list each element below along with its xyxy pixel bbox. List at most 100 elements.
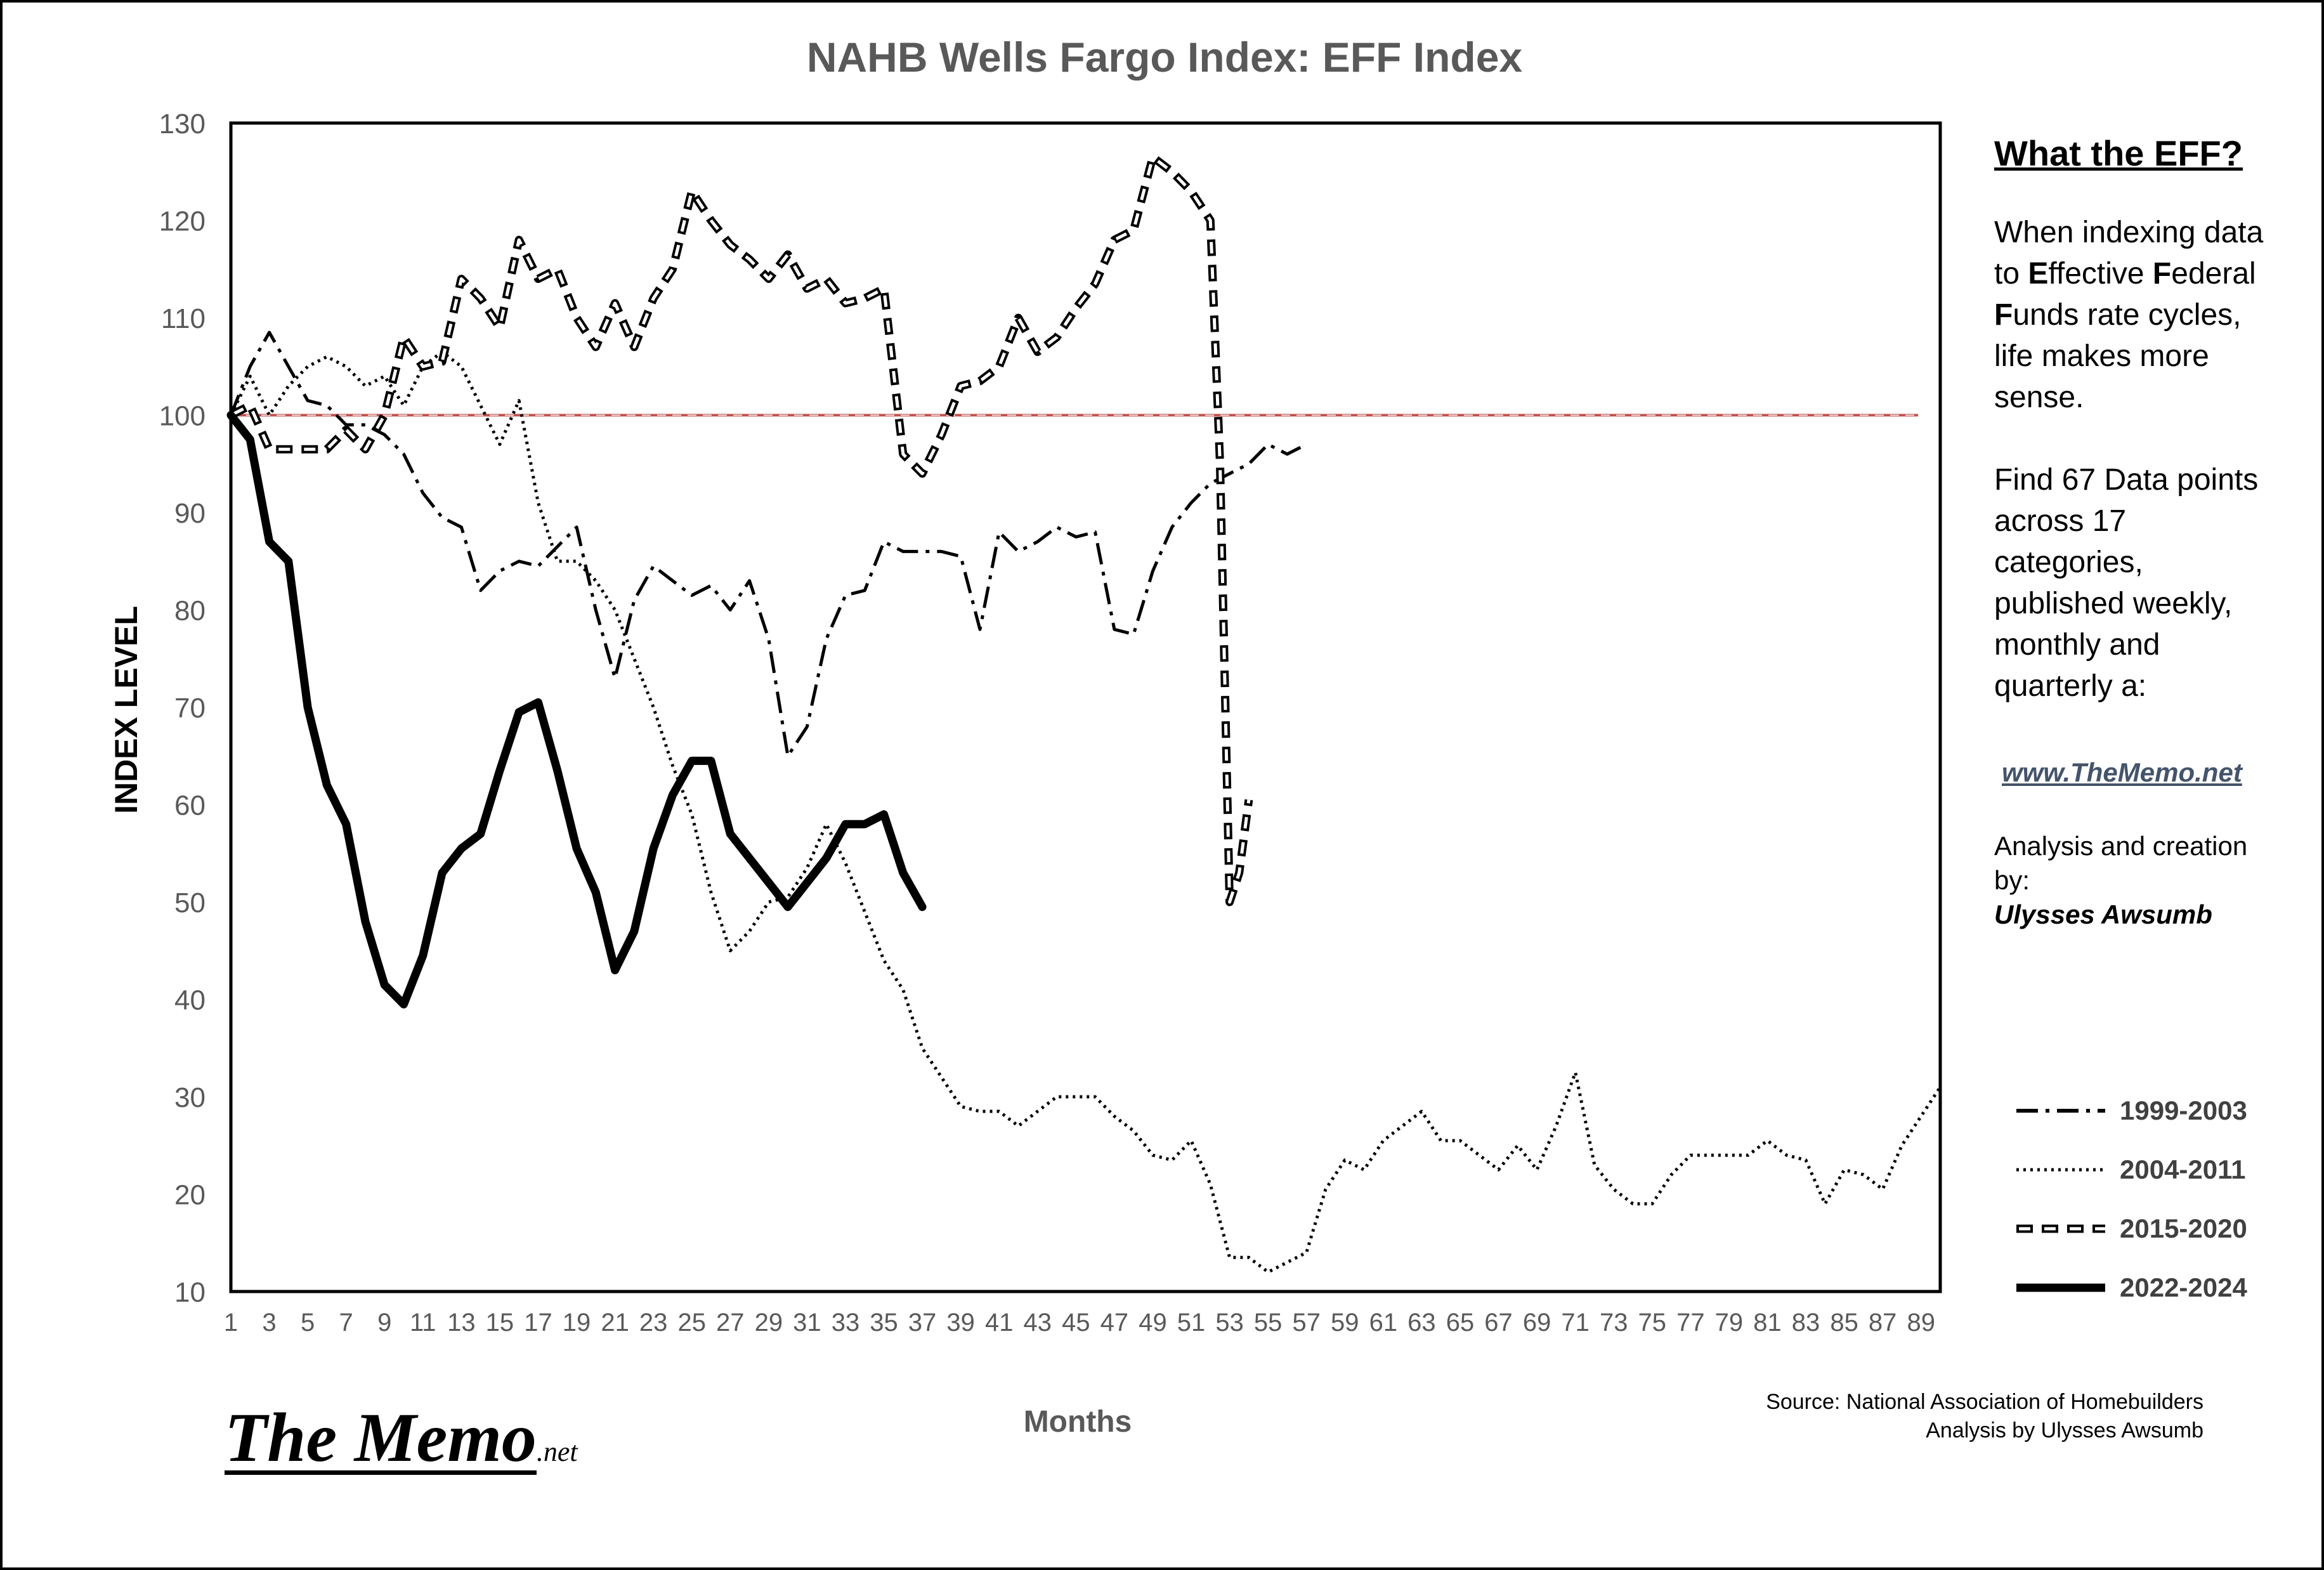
desc-part: unds rate cycles, life makes more sense. [1994, 298, 2242, 414]
x-tick-label: 61 [1369, 1309, 1398, 1337]
x-tick-label: 41 [985, 1309, 1014, 1337]
x-tick-label: 57 [1292, 1309, 1321, 1337]
x-tick-label: 47 [1100, 1309, 1129, 1337]
x-tick-label: 17 [524, 1309, 552, 1337]
y-tick-label: 80 [174, 596, 206, 627]
x-tick-label: 63 [1407, 1309, 1436, 1337]
x-tick-label: 75 [1638, 1309, 1667, 1337]
x-tick-label: 5 [301, 1309, 315, 1337]
source-note: Source: National Association of Homebuil… [1766, 1388, 2203, 1445]
author-name: Ulysses Awsumb [1994, 899, 2212, 929]
x-tick-label: 59 [1331, 1309, 1359, 1337]
y-tick-label: 70 [174, 693, 206, 724]
y-tick-label: 20 [174, 1180, 206, 1211]
y-tick-label: 130 [159, 108, 206, 140]
y-tick-label: 40 [174, 985, 206, 1016]
x-tick-label: 77 [1676, 1309, 1705, 1337]
x-tick-label: 51 [1177, 1309, 1206, 1337]
website-link[interactable]: www.TheMemo.net [2002, 757, 2242, 787]
y-tick-label: 100 [159, 401, 206, 432]
source-line: Analysis by Ulysses Awsumb [1926, 1418, 2203, 1442]
sidebar-credit: Analysis and creation by: Ulysses Awsumb [1994, 829, 2267, 932]
legend-item: 2004-2011 [2013, 1140, 2280, 1199]
series-line-2015-2020-inner [230, 155, 1251, 904]
sidebar-heading: What the EFF? [1994, 133, 2243, 173]
x-tick-label: 19 [563, 1309, 591, 1337]
y-tick-label: 60 [174, 790, 206, 821]
desc-part: F [1994, 298, 2013, 332]
logo: The Memo.net [225, 1399, 578, 1476]
legend-label: 1999-2003 [2120, 1095, 2247, 1125]
x-tick-label: 29 [755, 1309, 783, 1337]
legend-swatch-solid [2016, 1283, 2105, 1292]
x-tick-label: 69 [1523, 1309, 1551, 1337]
legend-swatch-dotted [2016, 1168, 2105, 1171]
x-tick-label: 45 [1062, 1309, 1090, 1337]
desc-part: F [2152, 257, 2172, 291]
x-tick-label: 87 [1869, 1309, 1897, 1337]
legend-item: 2022-2024 [2013, 1258, 2280, 1317]
x-tick-label: 79 [1715, 1309, 1744, 1337]
x-tick-label: 65 [1446, 1309, 1475, 1337]
x-tick-label: 7 [339, 1309, 353, 1337]
x-tick-label: 3 [262, 1309, 276, 1337]
x-axis-label: Months [1023, 1405, 1132, 1439]
y-tick-label: 30 [174, 1082, 206, 1113]
x-tick-label: 15 [486, 1309, 514, 1337]
y-tick-label: 50 [174, 887, 206, 919]
x-tick-label: 73 [1600, 1309, 1628, 1337]
x-tick-label: 13 [447, 1309, 476, 1337]
x-tick-label: 43 [1024, 1309, 1052, 1337]
legend-label: 2015-2020 [2120, 1213, 2247, 1243]
legend-label: 2022-2024 [2120, 1272, 2247, 1302]
legend: 1999-2003 2004-2011 2015-2020 2022-2024 [2013, 1081, 2280, 1317]
logo-main: The Memo [225, 1399, 537, 1476]
y-tick-label: 110 [161, 303, 206, 334]
x-tick-label: 11 [410, 1309, 436, 1337]
desc-part: ffective [2048, 257, 2153, 291]
y-axis-label: INDEX LEVEL [108, 606, 144, 814]
series-line-1999-2003 [229, 330, 1307, 758]
x-tick-label: 53 [1215, 1309, 1244, 1337]
legend-item: 2015-2020 [2013, 1199, 2280, 1258]
logo-sub: .net [536, 1436, 578, 1467]
x-tick-label: 35 [870, 1309, 898, 1337]
legend-swatch-dash-dot [2016, 1108, 2105, 1113]
x-tick-label: 81 [1753, 1309, 1782, 1337]
source-line: Source: National Association of Homebuil… [1766, 1390, 2203, 1414]
x-tick-label: 33 [832, 1309, 860, 1337]
x-tick-label: 85 [1830, 1309, 1858, 1337]
x-tick-label: 1 [224, 1309, 238, 1337]
x-tick-label: 25 [677, 1309, 706, 1337]
legend-item: 1999-2003 [2013, 1081, 2280, 1140]
chart-title: NAHB Wells Fargo Index: EFF Index [806, 34, 1523, 81]
desc-part: When indexing data to [1994, 216, 2264, 291]
x-tick-label: 21 [601, 1309, 629, 1337]
credit-text: Analysis and creation by: [1994, 831, 2248, 895]
sidebar: What the EFF? When indexing data to Effe… [1994, 133, 2267, 932]
x-tick-label: 9 [377, 1309, 391, 1337]
x-tick-label: 71 [1561, 1309, 1590, 1337]
x-tick-label: 67 [1484, 1309, 1513, 1337]
legend-label: 2004-2011 [2120, 1154, 2246, 1184]
x-tick-label: 31 [793, 1309, 821, 1337]
x-tick-label: 23 [639, 1309, 668, 1337]
y-tick-label: 120 [159, 206, 206, 237]
x-tick-label: 27 [716, 1309, 745, 1337]
sidebar-description: When indexing data to Effective Federal … [1994, 212, 2267, 418]
x-tick-label: 37 [908, 1309, 937, 1337]
y-tick-label: 90 [174, 498, 206, 529]
y-tick-label: 10 [174, 1277, 206, 1308]
x-tick-label: 55 [1254, 1309, 1283, 1337]
x-tick-label: 39 [946, 1309, 975, 1337]
legend-swatch-double-dash [2016, 1224, 2105, 1233]
desc-part: ederal [2171, 257, 2256, 291]
series-line-2015-2020 [229, 153, 1253, 906]
series-line-2022-2024 [226, 411, 927, 1009]
x-tick-label: 89 [1907, 1309, 1935, 1337]
plot-frame [229, 121, 1942, 1293]
x-tick-label: 83 [1792, 1309, 1820, 1337]
sidebar-description-2: Find 67 Data points across 17 categories… [1994, 463, 2259, 703]
